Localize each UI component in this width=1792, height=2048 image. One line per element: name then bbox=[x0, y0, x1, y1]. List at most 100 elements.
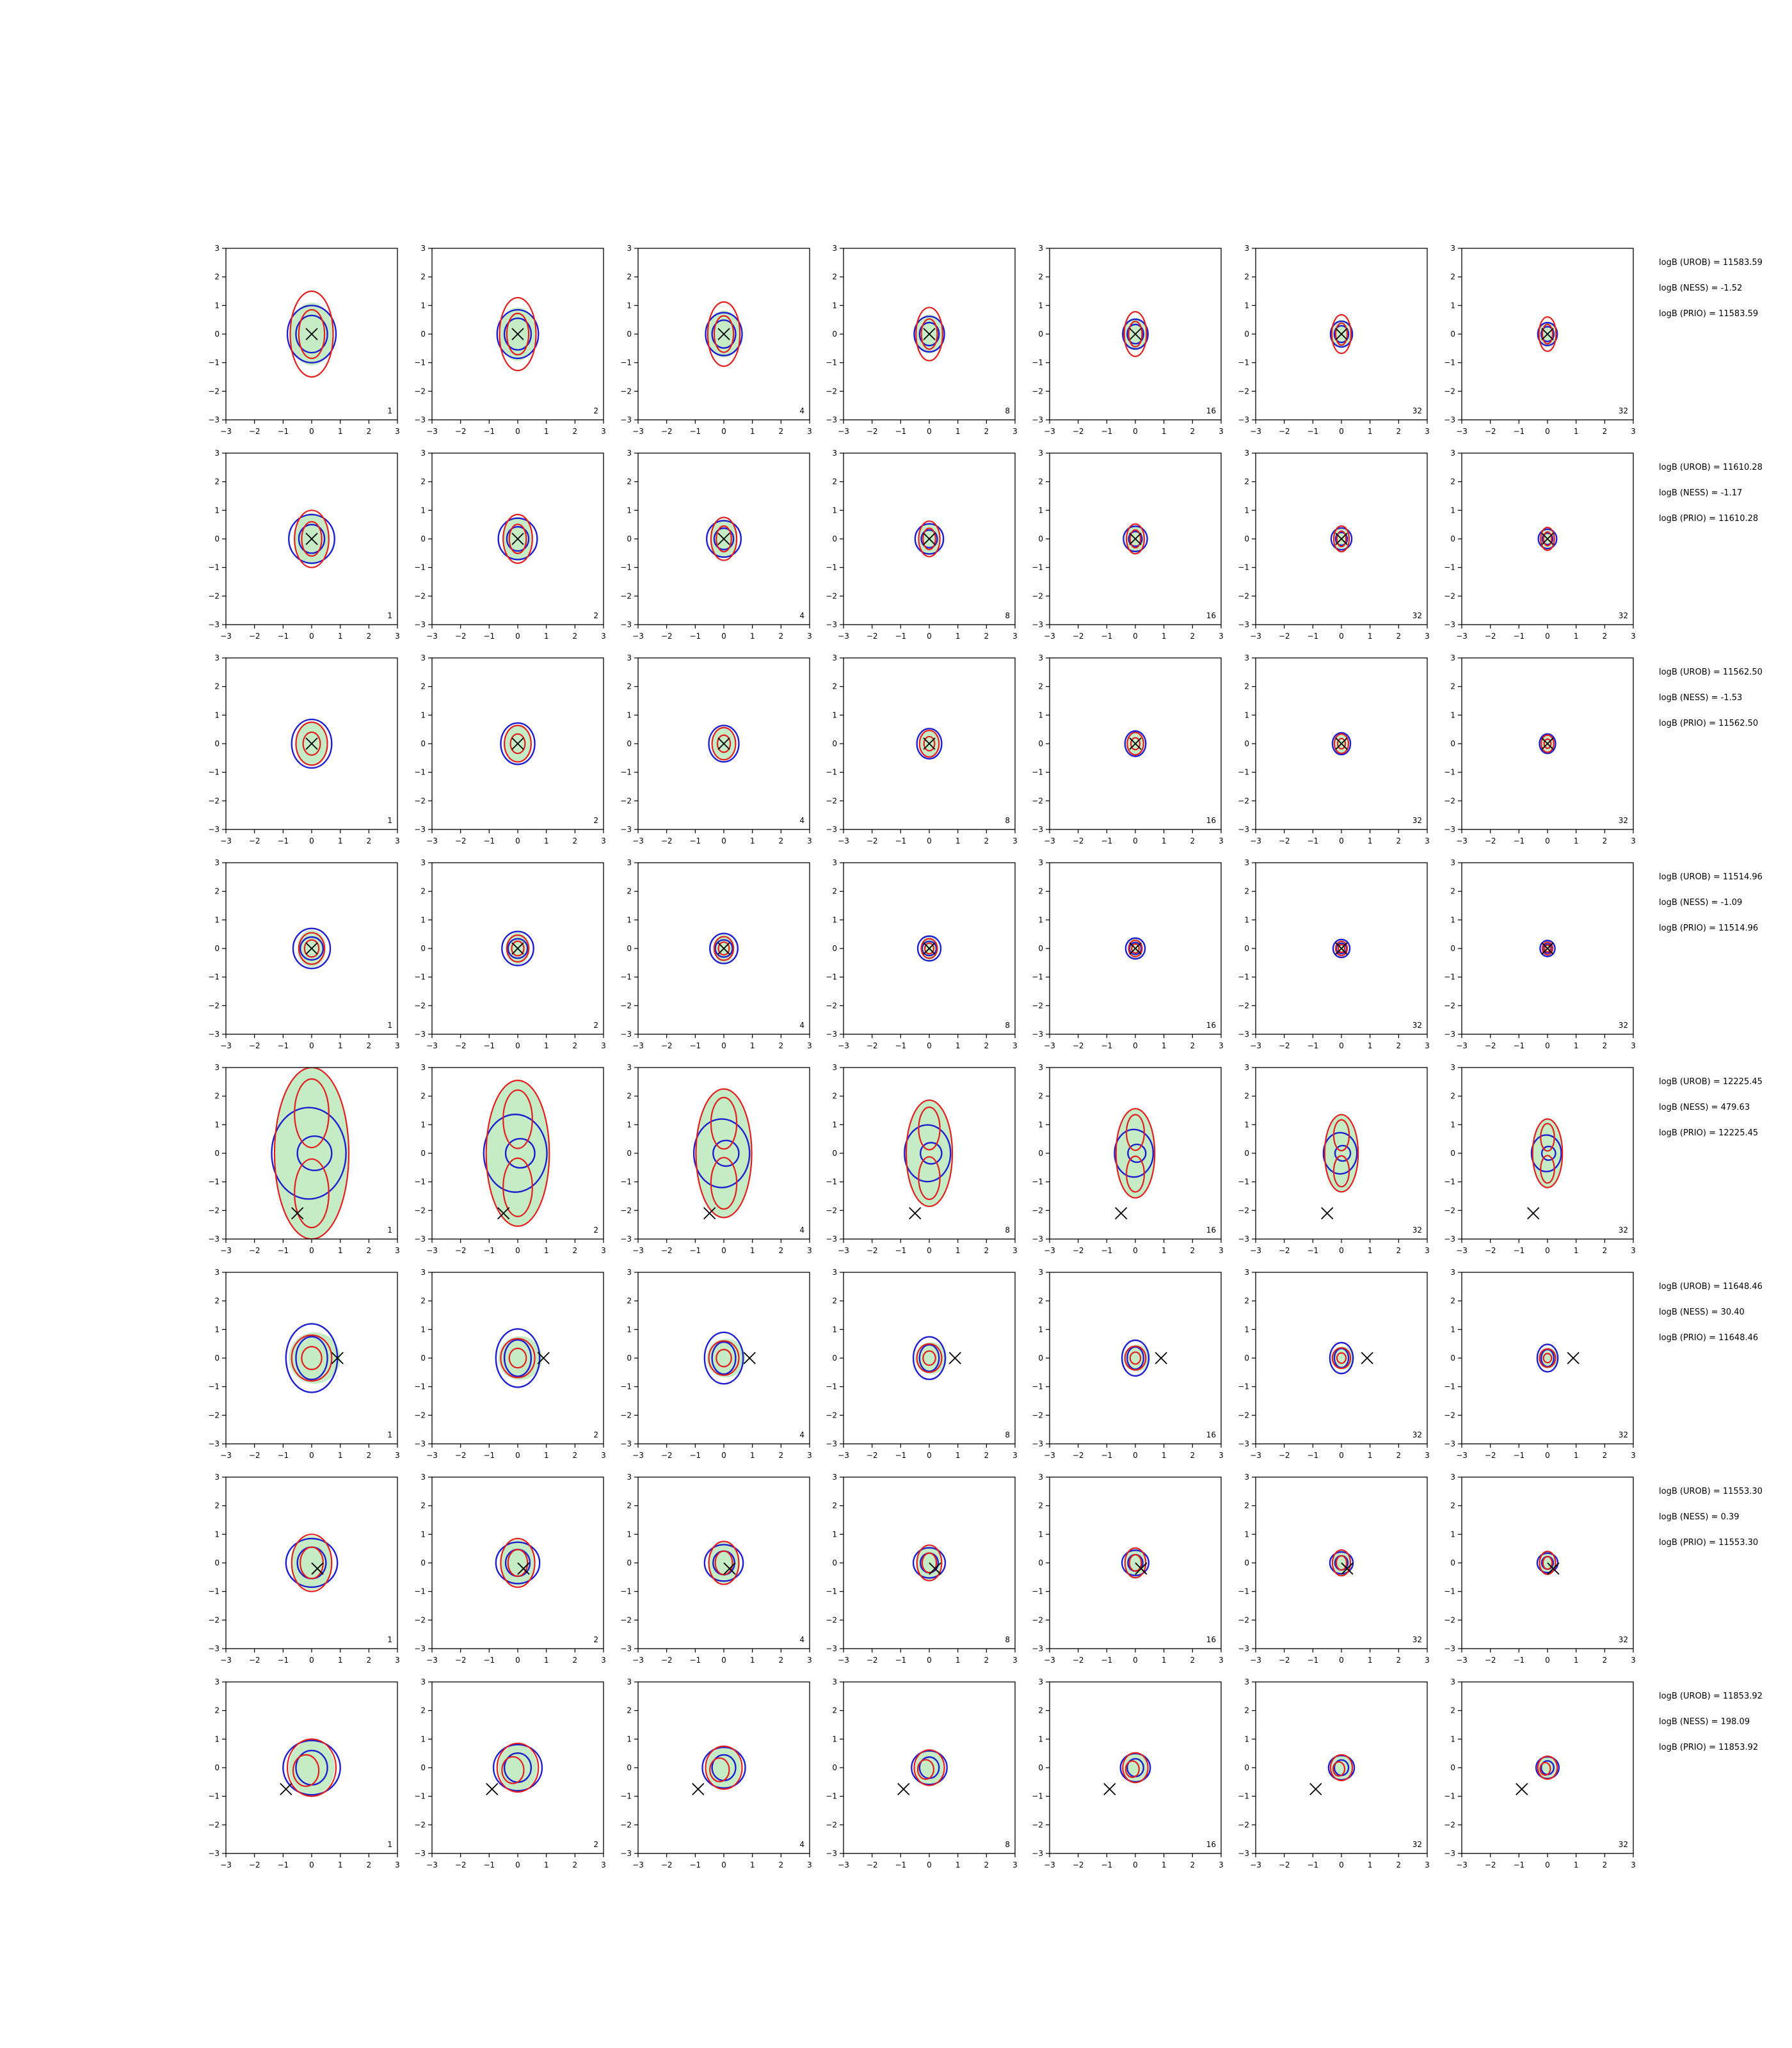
red-contour bbox=[916, 1343, 943, 1373]
marker-x bbox=[1309, 1782, 1322, 1796]
x-tick-label: 1 bbox=[544, 836, 549, 845]
y-tick-label: −2 bbox=[208, 796, 220, 805]
panel-r2-c5: −3−3 −2 −2 −1 −1 0 0 1 1 2 2 3 3 16 bbox=[1032, 449, 1224, 641]
x-tick-label: −3 bbox=[632, 632, 644, 641]
y-tick-label: 0 bbox=[420, 534, 426, 543]
marker-x bbox=[929, 1562, 941, 1575]
y-tick-label: 3 bbox=[214, 653, 220, 662]
marker-x bbox=[1321, 1207, 1334, 1220]
x-tick-label: 3 bbox=[1012, 1656, 1018, 1665]
marker-stroke bbox=[923, 942, 936, 955]
x-tick-label: 3 bbox=[1219, 1246, 1224, 1255]
y-tick-label: 0 bbox=[1244, 330, 1249, 339]
x-tick-label: 1 bbox=[1574, 427, 1579, 436]
x-tick-label: 2 bbox=[1603, 427, 1608, 436]
panel-r6-c1: −3−3 −2 −2 −1 −1 0 0 1 1 2 2 3 3 1 bbox=[208, 1268, 400, 1460]
panel-r7-c3: −3−3 −2 −2 −1 −1 0 0 1 1 2 2 3 3 4 bbox=[620, 1473, 812, 1665]
y-tick-label: 0 bbox=[1038, 1149, 1043, 1158]
red-contour bbox=[920, 938, 938, 959]
x-tick-label: 3 bbox=[395, 836, 400, 845]
x-tick-label: −2 bbox=[1485, 1041, 1496, 1050]
y-tick-label: −2 bbox=[414, 1411, 426, 1420]
y-tick-label: 1 bbox=[832, 1120, 837, 1129]
x-tick-label: −3 bbox=[838, 1041, 849, 1050]
data-layer bbox=[1536, 1343, 1580, 1373]
blue-contour bbox=[295, 1336, 328, 1380]
y-tick-label: 1 bbox=[214, 1734, 220, 1743]
data-layer bbox=[1329, 1341, 1373, 1375]
x-tick-label: 0 bbox=[721, 836, 726, 845]
y-tick-label: −1 bbox=[1444, 1587, 1455, 1596]
y-tick-label: −3 bbox=[620, 825, 632, 834]
x-tick-label: −3 bbox=[1456, 1656, 1468, 1665]
panel-label: 32 bbox=[1619, 1840, 1628, 1849]
logb-annotation: logB (PRIO) = 12225.45 bbox=[1659, 1128, 1758, 1138]
y-tick-label: 1 bbox=[627, 1734, 632, 1743]
blue-contour bbox=[1332, 938, 1351, 959]
y-tick-label: −2 bbox=[826, 1820, 837, 1829]
data-layer bbox=[1330, 525, 1353, 553]
x-tick-label: −3 bbox=[1456, 836, 1468, 845]
x-tick-label: −2 bbox=[661, 427, 673, 436]
y-tick-label: −3 bbox=[826, 1439, 837, 1448]
blue-contour bbox=[714, 939, 733, 958]
x-tick-label: −3 bbox=[426, 427, 438, 436]
marker-x bbox=[517, 1562, 530, 1575]
x-tick-label: −2 bbox=[1073, 836, 1084, 845]
y-tick-label: 2 bbox=[214, 887, 220, 896]
y-tick-label: 1 bbox=[214, 506, 220, 515]
x-tick-label: −1 bbox=[689, 1860, 701, 1869]
blue-contour bbox=[921, 940, 938, 957]
row-7-annotations: logB (UROB) = 11553.30 logB (NESS) = 0.39… bbox=[1659, 1487, 1763, 1548]
x-tick-label: −3 bbox=[1456, 1860, 1468, 1869]
x-tick-label: −2 bbox=[1279, 632, 1290, 641]
marker-stroke bbox=[1321, 1207, 1334, 1220]
x-tick-label: −1 bbox=[1513, 632, 1524, 641]
y-tick-label: 0 bbox=[214, 1558, 220, 1567]
x-tick-label: 0 bbox=[927, 836, 932, 845]
red-contour bbox=[1539, 1348, 1556, 1368]
x-tick-label: −2 bbox=[249, 1656, 260, 1665]
y-tick-label: 2 bbox=[214, 477, 220, 486]
x-tick-label: 1 bbox=[544, 1041, 549, 1050]
x-tick-label: 3 bbox=[395, 427, 400, 436]
data-layer bbox=[1516, 1756, 1560, 1796]
red-contour bbox=[1334, 322, 1348, 346]
y-tick-label: −3 bbox=[1444, 1644, 1455, 1653]
x-tick-label: 3 bbox=[1425, 836, 1430, 845]
y-tick-label: −3 bbox=[826, 1644, 837, 1653]
marker-stroke bbox=[929, 1562, 941, 1575]
marker-stroke bbox=[923, 328, 936, 340]
y-tick-label: −3 bbox=[414, 825, 426, 834]
y-tick-label: 3 bbox=[627, 1063, 632, 1072]
x-tick-label: −1 bbox=[483, 1656, 495, 1665]
x-tick-label: −1 bbox=[1513, 1860, 1524, 1869]
red-contour bbox=[713, 936, 735, 961]
red-contour bbox=[1334, 940, 1348, 957]
blue-contour bbox=[506, 525, 530, 552]
red-contour bbox=[501, 1756, 525, 1784]
y-tick-label: 0 bbox=[627, 1763, 632, 1772]
x-tick-label: 0 bbox=[927, 1860, 932, 1869]
x-tick-label: 2 bbox=[1190, 1451, 1196, 1460]
red-contour bbox=[303, 939, 320, 958]
y-tick-label: 0 bbox=[832, 1763, 837, 1772]
x-tick-label: −3 bbox=[838, 1860, 849, 1869]
y-tick-label: −3 bbox=[620, 1439, 632, 1448]
y-tick-label: 0 bbox=[1450, 944, 1455, 953]
y-tick-label: −2 bbox=[1238, 1206, 1249, 1215]
panel-r4-c7: −3−3 −2 −2 −1 −1 0 0 1 1 2 2 3 3 32 bbox=[1444, 858, 1636, 1050]
blue-contour bbox=[1537, 321, 1558, 347]
y-tick-label: 1 bbox=[627, 506, 632, 515]
y-tick-label: 3 bbox=[420, 1473, 426, 1482]
y-tick-label: 1 bbox=[627, 1530, 632, 1539]
y-tick-label: −1 bbox=[1032, 1382, 1043, 1391]
red-contour bbox=[1128, 1554, 1142, 1572]
x-tick-label: 0 bbox=[1133, 1656, 1138, 1665]
red-contour bbox=[1532, 1118, 1564, 1188]
x-tick-label: −2 bbox=[1073, 1656, 1084, 1665]
marker-x bbox=[1361, 1352, 1373, 1364]
y-tick-label: −3 bbox=[620, 1849, 632, 1858]
y-tick-label: 2 bbox=[214, 1297, 220, 1306]
x-tick-label: 2 bbox=[984, 1041, 989, 1050]
